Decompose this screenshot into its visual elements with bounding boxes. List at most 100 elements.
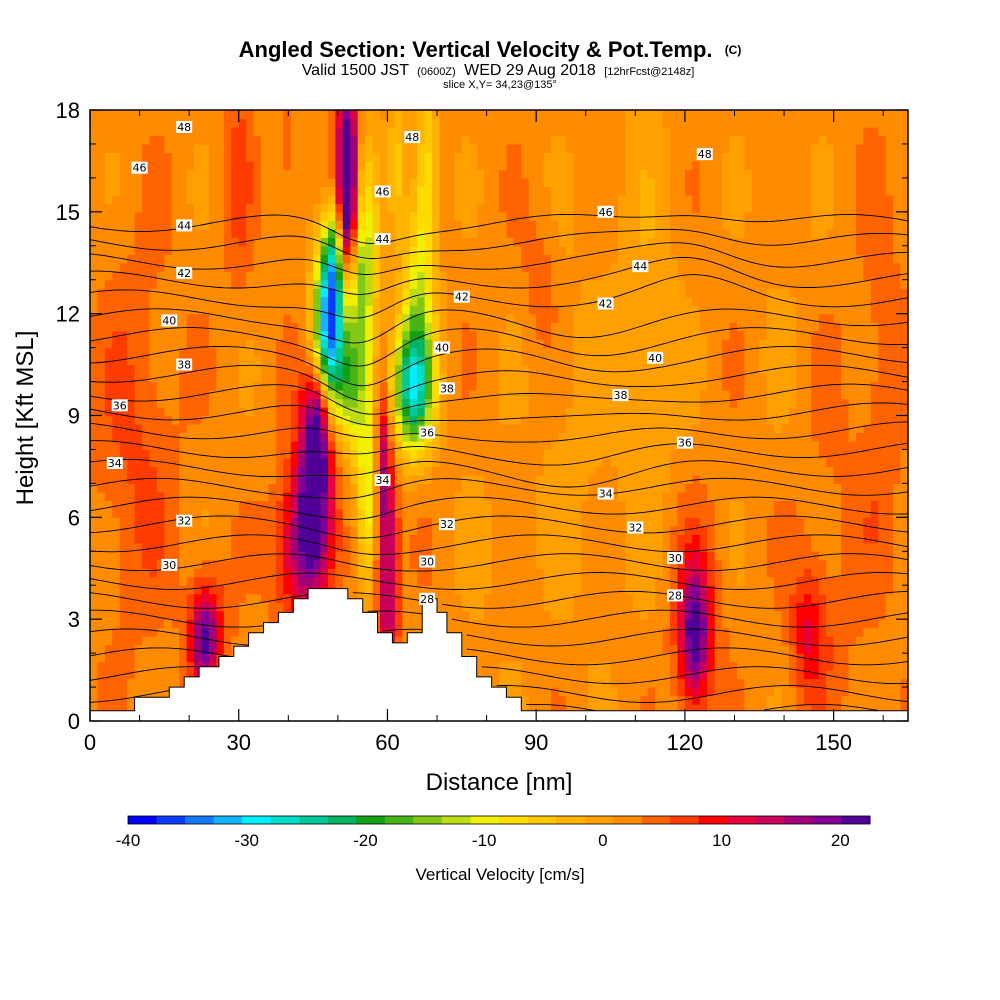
velocity-cell [335,525,344,535]
velocity-cell [268,177,277,187]
velocity-cell [156,491,165,501]
velocity-cell [380,313,389,323]
velocity-cell [149,559,158,569]
velocity-cell [446,627,455,637]
velocity-cell [528,644,537,654]
velocity-cell [127,194,136,204]
velocity-cell [142,457,151,468]
velocity-cell [208,211,218,221]
velocity-cell [499,279,508,289]
velocity-cell [313,500,322,510]
velocity-cell [142,330,151,340]
velocity-cell [104,237,113,247]
velocity-cell [543,551,552,561]
velocity-cell [372,500,381,510]
velocity-cell [238,508,247,518]
velocity-cell [275,135,284,145]
velocity-cell [588,525,597,535]
velocity-cell [261,534,270,544]
velocity-cell [357,364,366,374]
velocity-cell [313,245,322,255]
velocity-cell [387,449,396,459]
velocity-cell [119,390,128,400]
velocity-cell [506,228,515,238]
velocity-cell [179,398,188,408]
velocity-cell [469,262,478,272]
velocity-cell [313,330,322,340]
velocity-cell [208,440,218,451]
velocity-cell [305,160,314,171]
velocity-cell [208,551,218,561]
velocity-cell [238,126,247,137]
velocity-cell [186,347,195,357]
velocity-cell [90,347,99,357]
velocity-cell [97,687,106,697]
velocity-cell [246,466,255,476]
velocity-cell [112,330,121,340]
velocity-cell [327,228,336,238]
velocity-cell [521,525,530,535]
velocity-cell [409,525,418,535]
velocity-cell [156,211,165,221]
velocity-cell [327,169,336,179]
velocity-cell [246,390,255,400]
velocity-cell [580,373,589,383]
velocity-cell [119,602,128,612]
velocity-cell [595,449,604,459]
velocity-cell [253,322,262,332]
velocity-cell [439,407,448,417]
velocity-cell [149,211,158,221]
velocity-cell [394,322,403,332]
velocity-cell [112,449,121,459]
velocity-cell [201,636,210,646]
velocity-cell [543,449,552,459]
velocity-cell [491,279,500,289]
velocity-cell [223,585,232,595]
velocity-cell [484,466,493,476]
velocity-cell [223,220,232,230]
velocity-cell [543,245,552,255]
velocity-cell [588,135,597,145]
velocity-cell [142,678,151,688]
velocity-cell [275,407,284,417]
velocity-cell [194,228,203,238]
velocity-cell [156,551,165,561]
velocity-cell [595,636,604,646]
velocity-cell [90,695,99,705]
velocity-cell [506,474,515,484]
velocity-cell [186,160,195,171]
velocity-cell [275,118,284,128]
velocity-cell [186,508,195,518]
velocity-cell [134,542,143,552]
velocity-cell [253,356,262,366]
velocity-cell [573,678,582,688]
velocity-cell [558,568,567,578]
velocity-cell [112,271,121,281]
velocity-cell [551,245,560,255]
velocity-cell [461,110,470,120]
velocity-cell [551,483,560,493]
velocity-cell [380,347,389,357]
velocity-cell [208,313,218,323]
velocity-cell [387,211,396,221]
velocity-cell [104,254,113,264]
velocity-cell [491,254,500,264]
velocity-cell [253,407,262,417]
velocity-cell [194,339,203,349]
velocity-cell [342,407,351,417]
velocity-cell [223,186,232,196]
velocity-cell [432,186,441,196]
velocity-cell [253,152,262,162]
velocity-cell [298,313,307,323]
velocity-cell [283,135,292,145]
velocity-cell [127,118,136,128]
velocity-cell [298,551,307,561]
velocity-cell [573,500,582,510]
velocity-cell [565,313,574,323]
velocity-cell [521,160,530,171]
velocity-cell [588,143,597,154]
velocity-cell [417,466,426,476]
velocity-cell [506,126,515,137]
velocity-cell [417,627,426,637]
velocity-cell [387,466,396,476]
